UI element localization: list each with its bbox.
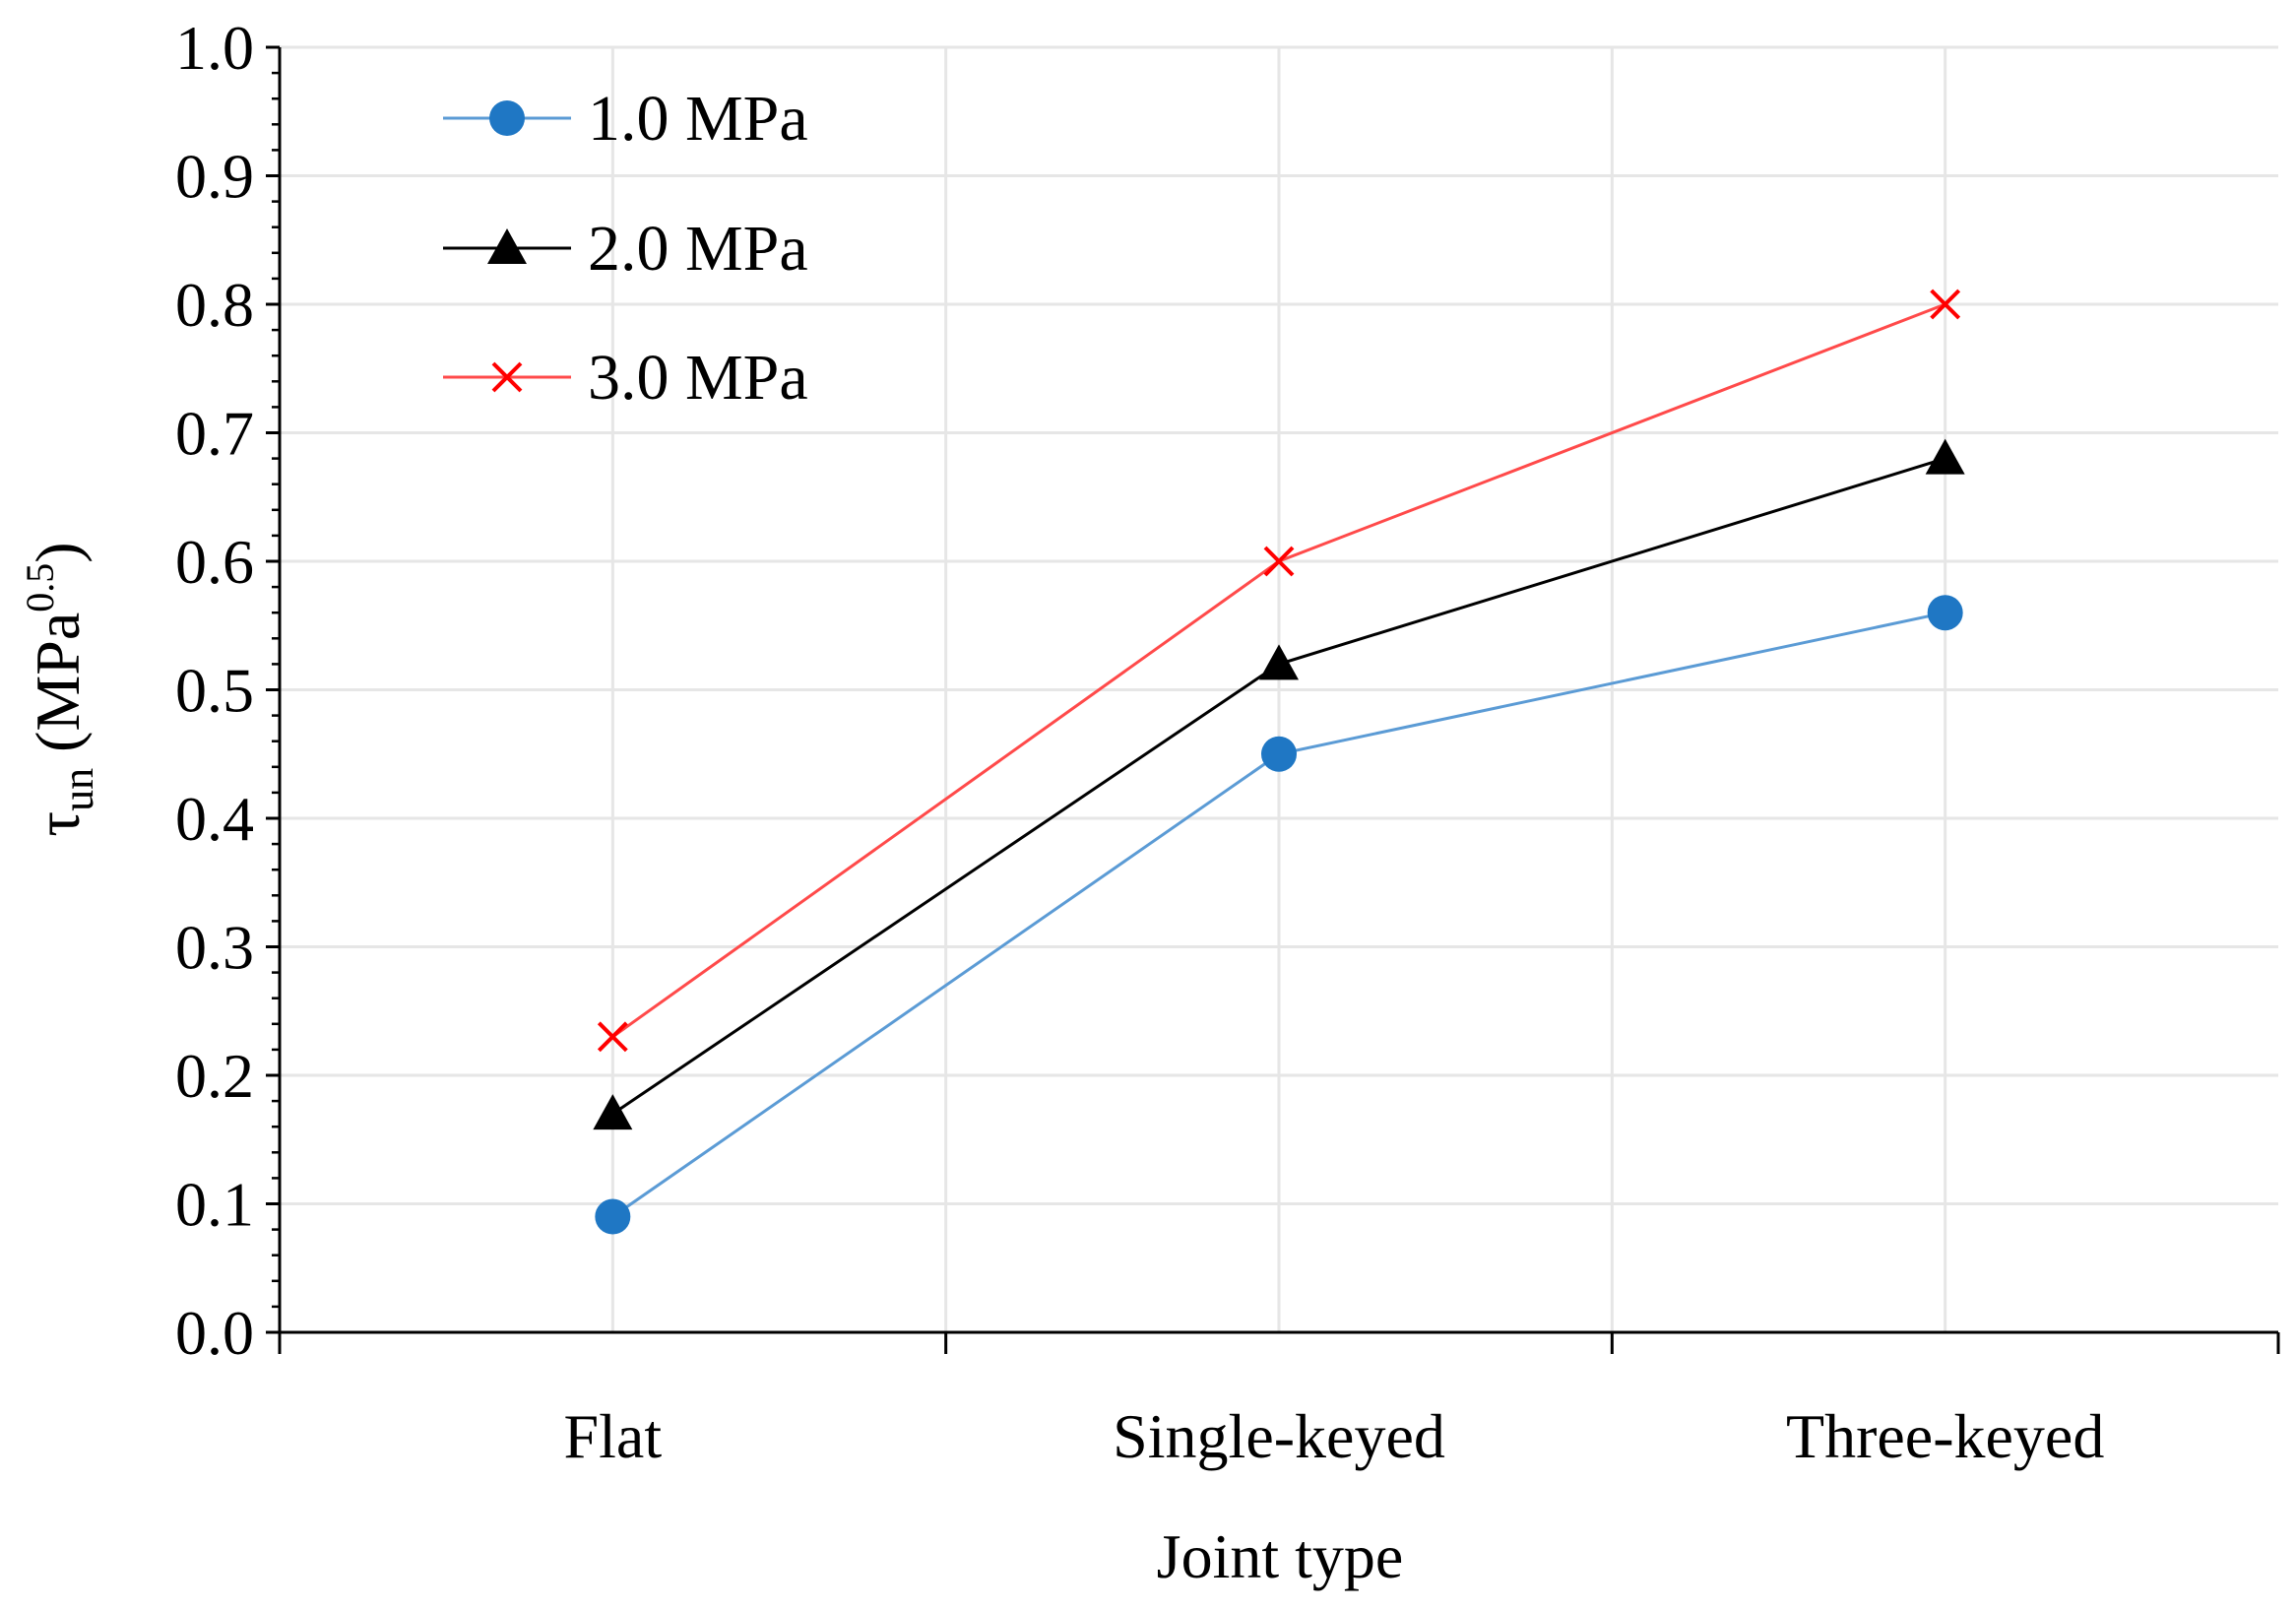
data-point-triangle xyxy=(593,1094,633,1130)
legend-marker-triangle-icon xyxy=(487,228,527,264)
legend-label-2: 2.0 MPa xyxy=(588,213,808,285)
x-ticks: Flat Single-keyed Three-keyed xyxy=(278,1332,2280,1471)
legend-label-3: 3.0 MPa xyxy=(588,342,808,414)
data-point-circle xyxy=(1261,736,1297,772)
y-axis-unit-open: (MPa xyxy=(23,612,93,768)
y-tick-label: 1.0 xyxy=(175,13,254,83)
data-point-triangle xyxy=(1925,438,1965,475)
y-tick-label: 0.2 xyxy=(175,1041,254,1111)
data-point-x xyxy=(1263,546,1295,577)
y-axis-title: τun (MPa0.5) xyxy=(18,542,102,836)
y-axis-subscript: un xyxy=(54,768,102,811)
data-point-x xyxy=(1930,289,1961,320)
legend-item-1: 1.0 MPa xyxy=(443,83,808,155)
legend-marker-x-icon xyxy=(491,361,523,393)
y-tick-label: 0.7 xyxy=(175,399,254,469)
legend-label-1: 1.0 MPa xyxy=(588,83,808,155)
y-tick-label: 0.1 xyxy=(175,1170,254,1240)
data-point-x xyxy=(597,1021,628,1053)
data-point-circle xyxy=(595,1198,631,1235)
y-tick-label: 0.4 xyxy=(175,784,254,854)
y-tick-label: 0.5 xyxy=(175,656,254,726)
x-axis-title: Joint type xyxy=(1157,1521,1404,1591)
legend-item-2: 2.0 MPa xyxy=(443,213,808,285)
y-tick-label: 0.6 xyxy=(175,527,254,597)
series xyxy=(593,289,1965,1235)
gridlines xyxy=(280,45,2278,1332)
y-tick-label: 0.0 xyxy=(175,1298,254,1368)
x-tick-label: Single-keyed xyxy=(1113,1401,1445,1471)
data-point-triangle xyxy=(1259,644,1299,680)
legend-item-3: 3.0 MPa xyxy=(443,342,808,414)
data-point-circle xyxy=(1927,595,1963,631)
y-axis-unit-close: ) xyxy=(23,542,93,562)
x-tick-label: Three-keyed xyxy=(1786,1401,2104,1471)
legend-marker-circle-icon xyxy=(489,100,525,136)
y-tick-label: 0.8 xyxy=(175,270,254,340)
y-tick-label: 0.9 xyxy=(175,142,254,212)
y-ticks: 0.0 0.1 0.2 0.3 0.4 0.5 0.6 0.7 0.8 0.9 1.0 xyxy=(175,13,280,1368)
legend: 1.0 MPa 2.0 MPa 3.0 MPa xyxy=(443,83,808,414)
x-tick-label: Flat xyxy=(564,1401,663,1471)
y-tick-label: 0.3 xyxy=(175,913,254,983)
y-axis-superscript: 0.5 xyxy=(18,563,62,612)
y-axis-symbol: τ xyxy=(23,811,93,837)
